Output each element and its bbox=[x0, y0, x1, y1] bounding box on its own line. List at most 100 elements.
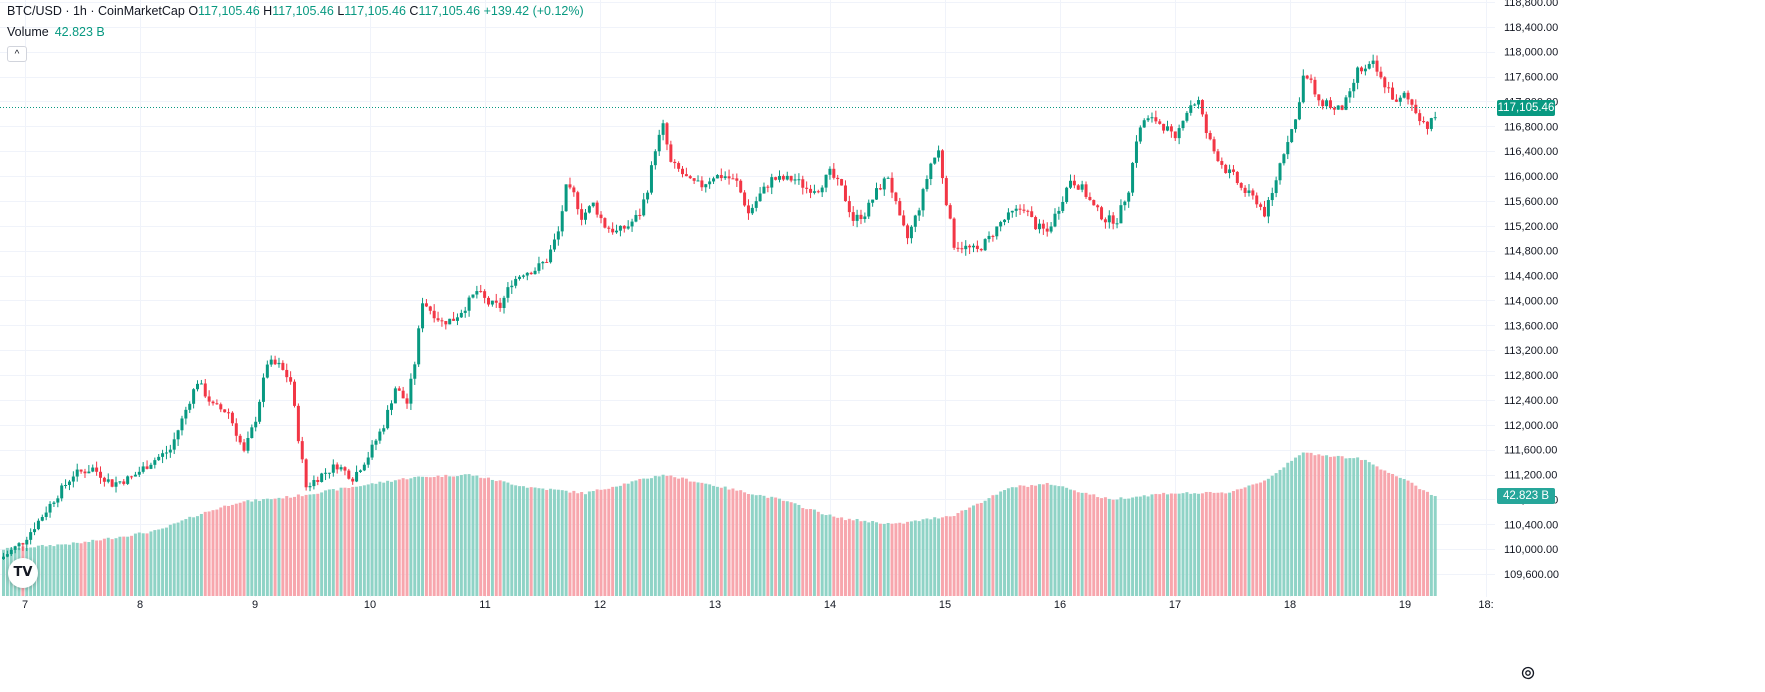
volume-bar bbox=[1394, 476, 1398, 596]
volume-bar bbox=[781, 500, 785, 596]
volume-bar bbox=[269, 499, 273, 596]
candle-body bbox=[300, 441, 304, 460]
candle-body bbox=[475, 291, 479, 295]
candle-body bbox=[715, 175, 719, 179]
candle-body bbox=[265, 364, 269, 378]
candle-body bbox=[867, 202, 871, 217]
candle-body bbox=[502, 297, 506, 308]
volume-bar bbox=[739, 490, 743, 596]
candle-body bbox=[719, 175, 723, 179]
candle-body bbox=[948, 205, 952, 219]
volume-bar bbox=[1313, 455, 1317, 596]
candle-body bbox=[902, 215, 906, 226]
candle-body bbox=[1294, 119, 1298, 130]
volume-bar bbox=[1418, 489, 1422, 596]
volume-bar bbox=[393, 480, 397, 596]
volume-bar bbox=[894, 523, 898, 596]
symbol-legend[interactable]: BTC/USD · 1h · CoinMarketCap O117,105.46… bbox=[7, 3, 584, 19]
volume-bar bbox=[312, 494, 316, 596]
volume-bar bbox=[1162, 492, 1166, 596]
candle-body bbox=[634, 214, 638, 222]
volume-bar bbox=[71, 542, 75, 596]
time-tick-label: 12 bbox=[594, 599, 606, 611]
candle-body bbox=[622, 225, 626, 229]
volume-bar bbox=[933, 517, 937, 596]
gear-icon[interactable] bbox=[1519, 664, 1537, 682]
volume-bar bbox=[1224, 493, 1228, 596]
price-tick-label: 116,000.00 bbox=[1504, 171, 1558, 183]
volume-bar bbox=[968, 507, 972, 596]
candle-body bbox=[1076, 185, 1080, 190]
candle-body bbox=[847, 201, 851, 213]
candle-body bbox=[1092, 200, 1096, 206]
volume-bar bbox=[1111, 499, 1115, 596]
price-tick-label: 110,000.00 bbox=[1504, 544, 1558, 556]
volume-bar bbox=[1414, 485, 1418, 596]
volume-bar bbox=[1084, 492, 1088, 596]
candle-body bbox=[1352, 82, 1356, 92]
candle-body bbox=[1154, 117, 1158, 122]
candle-body bbox=[700, 180, 704, 188]
volume-bar bbox=[459, 474, 463, 596]
candle-body bbox=[1045, 228, 1049, 232]
candle-body bbox=[1022, 209, 1026, 211]
tradingview-logo-icon[interactable]: TV bbox=[8, 558, 38, 588]
volume-bar bbox=[618, 485, 622, 596]
candle-body bbox=[285, 369, 289, 378]
volume-bar bbox=[452, 476, 456, 596]
candle-body bbox=[1387, 87, 1391, 89]
volume-bar bbox=[145, 533, 149, 596]
candle-body bbox=[463, 310, 467, 313]
price-axis[interactable]: 118,800.00 118,400.00 118,000.00 117,600.00… bbox=[1504, 0, 1559, 581]
candle-body bbox=[956, 247, 960, 249]
candle-body bbox=[754, 201, 758, 208]
candle-body bbox=[1278, 163, 1282, 181]
volume-legend[interactable]: Volume 42.823 B bbox=[7, 24, 105, 40]
candle-body bbox=[552, 239, 556, 250]
candle-body bbox=[296, 405, 300, 442]
candle-body bbox=[153, 460, 157, 465]
volume-bar bbox=[1204, 491, 1208, 596]
volume-bar bbox=[510, 484, 514, 596]
volume-bar bbox=[106, 537, 110, 596]
candle-body bbox=[851, 212, 855, 221]
volume-bar bbox=[1072, 490, 1076, 596]
symbol-title[interactable]: BTC/USD · 1h · CoinMarketCap bbox=[7, 4, 185, 18]
volume-bar bbox=[1433, 496, 1437, 596]
candle-body bbox=[1014, 208, 1018, 211]
volume-bar bbox=[467, 474, 471, 596]
volume-bar bbox=[362, 485, 366, 596]
candle-body bbox=[390, 403, 393, 410]
volume-bar bbox=[909, 521, 913, 596]
volume-bar bbox=[556, 489, 560, 596]
time-tick-label: 14 bbox=[824, 599, 836, 611]
volume-bar bbox=[1429, 494, 1433, 596]
volume-bar bbox=[382, 482, 386, 596]
volume-bar bbox=[964, 509, 968, 596]
volume-bar bbox=[184, 519, 188, 596]
candle-body bbox=[968, 245, 972, 248]
high-label: H bbox=[263, 4, 273, 18]
collapse-legend-button[interactable]: ^ bbox=[7, 46, 27, 62]
time-tick-label: 16 bbox=[1054, 599, 1066, 611]
volume-bar bbox=[774, 497, 778, 596]
volume-bar bbox=[498, 480, 502, 596]
volume-bar bbox=[1425, 491, 1429, 596]
candle-body bbox=[746, 205, 750, 214]
volume-bar bbox=[700, 482, 704, 596]
time-axis[interactable]: 7 8 9 10 11 12 13 14 15 16 17 18 19 18: bbox=[22, 599, 1494, 611]
candle-body bbox=[1263, 206, 1266, 217]
volume-bar bbox=[327, 489, 331, 596]
candle-body bbox=[36, 520, 40, 530]
volume-bar bbox=[126, 536, 130, 596]
candle-body bbox=[180, 418, 184, 431]
volume-bar bbox=[1216, 492, 1220, 596]
volume-bar bbox=[1243, 487, 1247, 596]
volume-bar bbox=[479, 477, 483, 596]
candle-body bbox=[607, 227, 611, 229]
volume-bar bbox=[665, 475, 669, 596]
volume-bar bbox=[234, 503, 238, 596]
volume-bar bbox=[762, 495, 766, 596]
price-tick-label: 109,600.00 bbox=[1504, 569, 1559, 581]
